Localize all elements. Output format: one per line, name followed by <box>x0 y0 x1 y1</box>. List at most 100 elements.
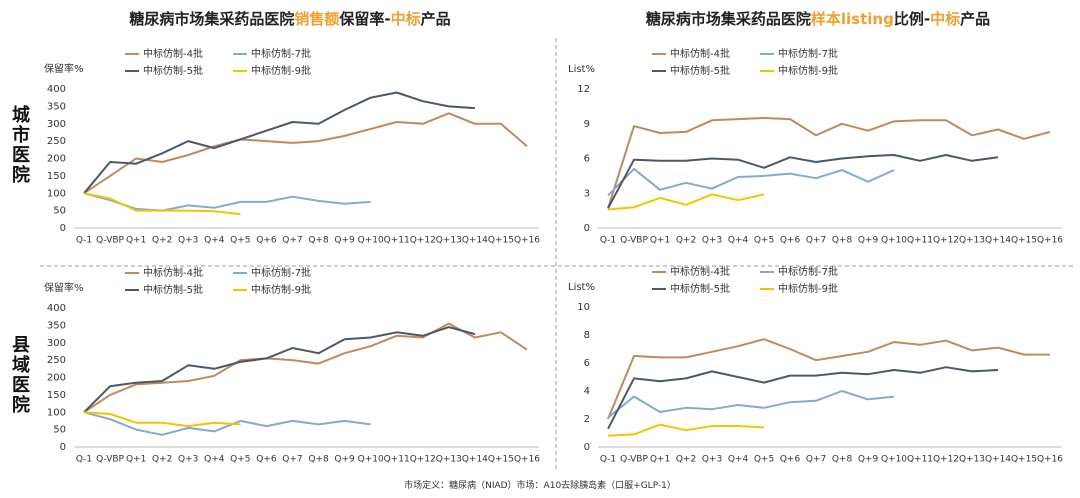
y-tick-label: 250 <box>47 136 66 147</box>
x-tick-label: Q+12 <box>933 455 959 465</box>
x-tick-label: Q+7 <box>282 455 302 465</box>
x-tick-label: Q+4 <box>204 455 225 465</box>
x-tick-label: Q+4 <box>728 236 749 246</box>
legend-label: 中标仿制-9批 <box>778 64 838 77</box>
y-tick-label: 100 <box>47 407 66 418</box>
legend-label: 中标仿制-5批 <box>143 64 203 77</box>
y-tick-label: 250 <box>47 355 66 366</box>
x-tick-label: Q+14 <box>985 236 1011 246</box>
x-tick-label: Q-1 <box>76 236 92 246</box>
x-tick-label: Q+11 <box>907 236 933 246</box>
y-tick-label: 0 <box>60 223 66 234</box>
series-line <box>83 91 475 194</box>
x-tick-label: Q+16 <box>1037 455 1063 465</box>
x-tick-label: Q-VBP <box>96 236 124 246</box>
x-tick-label: Q-VBP <box>620 455 648 465</box>
x-tick-label: Q+4 <box>728 455 749 465</box>
x-tick-label: Q+10 <box>358 236 384 246</box>
series-line <box>607 423 765 437</box>
legend-label: 中标仿制-7批 <box>778 47 838 60</box>
header-part: 中标 <box>390 10 421 28</box>
x-tick-label: Q+12 <box>933 236 959 246</box>
legend-label: 中标仿制-9批 <box>778 282 838 295</box>
x-tick-label: Q+1 <box>650 455 670 465</box>
x-tick-label: Q-1 <box>76 455 92 465</box>
header-part: 样本listing <box>810 10 894 28</box>
series-line <box>607 154 999 209</box>
y-tick-label: 400 <box>47 84 66 95</box>
series-line <box>83 326 476 414</box>
x-tick-label: Q-1 <box>600 236 616 246</box>
right-header: 糖尿病市场集采药品医院样本listing比例-中标产品 <box>646 8 990 29</box>
x-tick-label: Q+15 <box>488 455 514 465</box>
series-line <box>83 411 241 428</box>
x-tick-label: Q+7 <box>806 455 826 465</box>
x-tick-label: Q+10 <box>358 455 384 465</box>
left-header: 糖尿病市场集采药品医院销售额保留率-中标产品 <box>129 8 450 29</box>
x-tick-label: Q+2 <box>152 455 172 465</box>
x-tick-label: Q+13 <box>959 236 985 246</box>
footnote: 市场定义：糖尿病（NIAD）市场：A10去除胰岛素（口服+GLP-1） <box>404 481 676 491</box>
series-line <box>83 112 528 195</box>
legend-label: 中标仿制-7批 <box>251 47 311 60</box>
y-tick-label: 200 <box>47 154 66 165</box>
x-tick-label: Q+1 <box>650 236 670 246</box>
x-tick-label: Q+1 <box>126 455 146 465</box>
legend-label: 中标仿制-4批 <box>143 47 203 60</box>
x-tick-label: Q+6 <box>256 455 277 465</box>
x-tick-label: Q+4 <box>204 236 225 246</box>
row-label: 城市医院 <box>9 105 30 185</box>
x-tick-label: Q+12 <box>410 455 436 465</box>
series-line <box>607 338 1050 420</box>
x-tick-label: Q+9 <box>858 455 879 465</box>
header-part: 糖尿病市场集采药品医院 <box>645 10 811 28</box>
legend-label: 中标仿制-9批 <box>251 283 311 296</box>
series-line <box>607 117 1051 209</box>
legend-label: 中标仿制-5批 <box>670 64 730 77</box>
x-tick-label: Q+3 <box>178 455 198 465</box>
y-tick-label: 0 <box>584 223 590 234</box>
x-tick-label: Q+9 <box>334 455 355 465</box>
header-part: 销售额 <box>294 10 340 28</box>
series-line <box>83 411 371 436</box>
series-line <box>83 322 528 414</box>
x-tick-label: Q+15 <box>488 236 514 246</box>
x-tick-label: Q+14 <box>462 236 488 246</box>
x-tick-label: Q+13 <box>436 455 462 465</box>
x-tick-label: Q+5 <box>230 236 250 246</box>
x-tick-label: Q+5 <box>230 455 250 465</box>
x-tick-label: Q+7 <box>282 236 302 246</box>
y-tick-label: 350 <box>47 320 66 331</box>
x-tick-label: Q+16 <box>514 455 540 465</box>
y-tick-label: 9 <box>584 119 590 130</box>
y-tick-label: 0 <box>584 442 590 453</box>
x-tick-label: Q+3 <box>702 455 722 465</box>
legend-label: 中标仿制-7批 <box>778 265 838 278</box>
x-tick-label: Q-VBP <box>620 236 648 246</box>
y-tick-label: 150 <box>47 171 66 182</box>
x-tick-label: Q+8 <box>308 236 329 246</box>
y-tick-label: 350 <box>47 101 66 112</box>
x-tick-label: Q+3 <box>178 236 198 246</box>
x-tick-label: Q+10 <box>881 236 907 246</box>
x-tick-label: Q+3 <box>702 236 722 246</box>
x-tick-label: Q+6 <box>780 236 801 246</box>
x-tick-label: Q+11 <box>384 236 410 246</box>
y-axis-label: 保留率% <box>44 281 84 294</box>
x-tick-label: Q+15 <box>1011 455 1037 465</box>
header-part: 保留率- <box>339 10 391 28</box>
y-tick-label: 400 <box>47 303 66 314</box>
x-tick-label: Q+2 <box>152 236 172 246</box>
legend-label: 中标仿制-5批 <box>670 282 730 295</box>
legend-label: 中标仿制-5批 <box>143 283 203 296</box>
y-axis-label: 保留率% <box>44 62 84 75</box>
x-tick-label: Q+6 <box>780 455 801 465</box>
y-tick-label: 50 <box>53 206 66 217</box>
y-axis-label: List% <box>568 282 595 293</box>
series-line <box>607 390 895 419</box>
legend-label: 中标仿制-4批 <box>670 47 730 60</box>
header-part: 产品 <box>420 10 451 28</box>
legend-label: 中标仿制-9批 <box>251 64 311 77</box>
series-line <box>83 192 241 216</box>
